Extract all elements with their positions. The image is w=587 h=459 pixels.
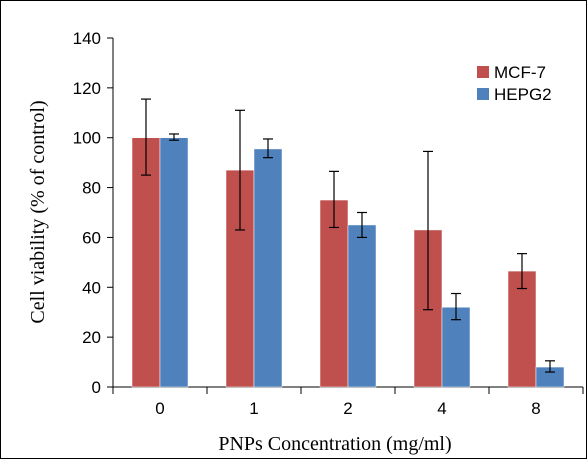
- bar-mcf-7-2: [319, 199, 349, 388]
- x-axis-label: PNPs Concentration (mg/ml): [218, 433, 451, 455]
- y-tick-label: 60: [82, 228, 101, 247]
- y-tick-label: 100: [73, 129, 101, 148]
- legend: MCF-7 HEPG2: [477, 63, 552, 104]
- legend-swatch-mcf-7: [477, 66, 489, 78]
- bar-hepg2-0: [159, 137, 189, 388]
- legend-label: MCF-7: [494, 63, 546, 82]
- y-tick-label: 0: [92, 378, 101, 397]
- x-tick-label: 2: [343, 399, 352, 418]
- y-tick-label: 20: [82, 328, 101, 347]
- plot-area: 0 20 40 60 80 100 120 140 0 1 2 4 8: [73, 29, 584, 418]
- bar-hepg2-2: [347, 224, 377, 388]
- y-tick-label: 80: [82, 179, 101, 198]
- bar-hepg2-1: [253, 148, 283, 388]
- bar-hepg2-4: [441, 306, 471, 388]
- y-tick-label: 120: [73, 79, 101, 98]
- x-tick-label: 8: [531, 399, 540, 418]
- bar-mcf-7-8: [507, 270, 537, 388]
- x-tick-label: 4: [437, 399, 446, 418]
- legend-label: HEPG2: [494, 85, 552, 104]
- legend-swatch-hepg2: [477, 88, 489, 100]
- x-tick-label: 1: [249, 399, 258, 418]
- y-tick-label: 40: [82, 278, 101, 297]
- y-axis-label: Cell viability (% of control): [27, 100, 49, 323]
- x-tick-label: 0: [155, 399, 164, 418]
- y-tick-label: 140: [73, 29, 101, 48]
